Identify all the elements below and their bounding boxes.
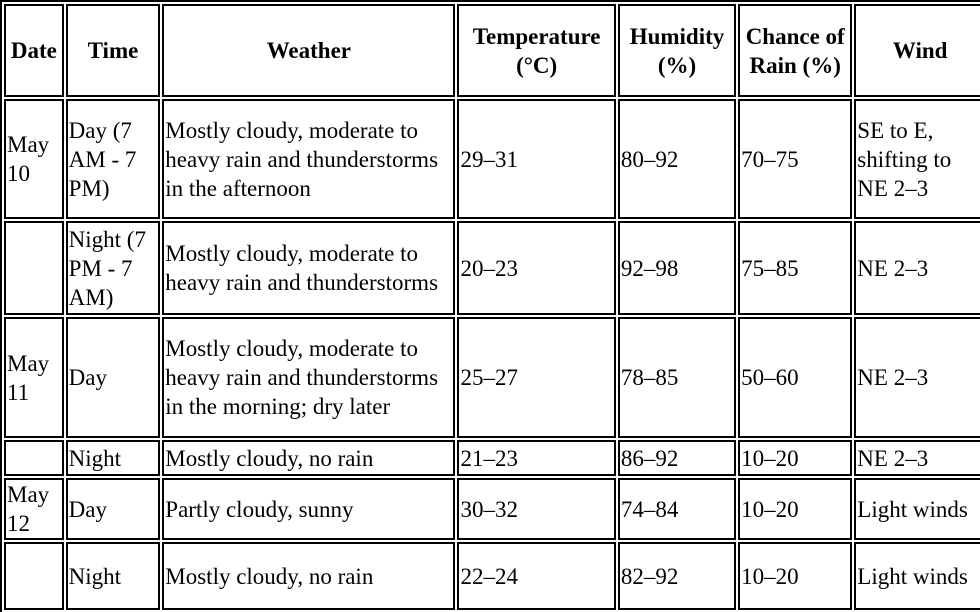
cell-date: May 11 xyxy=(4,317,64,438)
cell-temperature: 30–32 xyxy=(457,478,616,540)
table-row: May 11 Day Mostly cloudy, moderate to he… xyxy=(4,317,980,438)
cell-temperature: 20–23 xyxy=(457,221,616,315)
cell-wind: NE 2–3 xyxy=(854,440,980,476)
cell-date xyxy=(4,221,64,315)
cell-time: Night xyxy=(65,440,161,476)
table-row: May 12 Day Partly cloudy, sunny 30–32 74… xyxy=(4,478,980,540)
cell-date: May 10 xyxy=(4,99,64,219)
table-row: May 10 Day (7 AM - 7 PM) Mostly cloudy, … xyxy=(4,99,980,219)
cell-time: Day xyxy=(65,317,161,438)
cell-date xyxy=(4,440,64,476)
table-row: Night Mostly cloudy, no rain 21–23 86–92… xyxy=(4,440,980,476)
table-header-row: Date Time Weather Temperature (°C) Humid… xyxy=(4,4,980,97)
cell-chance-of-rain: 75–85 xyxy=(738,221,853,315)
cell-weather: Mostly cloudy, moderate to heavy rain an… xyxy=(162,99,456,219)
header-weather: Weather xyxy=(162,4,456,97)
cell-chance-of-rain: 10–20 xyxy=(738,478,853,540)
cell-temperature: 21–23 xyxy=(457,440,616,476)
header-humidity: Humidity (%) xyxy=(617,4,737,97)
cell-chance-of-rain: 10–20 xyxy=(738,542,853,610)
cell-temperature: 29–31 xyxy=(457,99,616,219)
cell-chance-of-rain: 50–60 xyxy=(738,317,853,438)
cell-humidity: 86–92 xyxy=(617,440,737,476)
cell-humidity: 92–98 xyxy=(617,221,737,315)
cell-date: May 12 xyxy=(4,478,64,540)
cell-humidity: 78–85 xyxy=(617,317,737,438)
cell-wind: Light winds xyxy=(854,478,980,540)
cell-temperature: 22–24 xyxy=(457,542,616,610)
cell-weather: Mostly cloudy, no rain xyxy=(162,542,456,610)
cell-humidity: 74–84 xyxy=(617,478,737,540)
cell-time: Night (7 PM - 7 AM) xyxy=(65,221,161,315)
cell-wind: NE 2–3 xyxy=(854,221,980,315)
cell-wind: Light winds xyxy=(854,542,980,610)
cell-chance-of-rain: 70–75 xyxy=(738,99,853,219)
header-temperature: Temperature (°C) xyxy=(457,4,616,97)
cell-wind: SE to E, shifting to NE 2–3 xyxy=(854,99,980,219)
header-wind: Wind xyxy=(854,4,980,97)
cell-chance-of-rain: 10–20 xyxy=(738,440,853,476)
table-row: Night (7 PM - 7 AM) Mostly cloudy, moder… xyxy=(4,221,980,315)
cell-time: Day (7 AM - 7 PM) xyxy=(65,99,161,219)
header-time: Time xyxy=(65,4,161,97)
cell-weather: Mostly cloudy, moderate to heavy rain an… xyxy=(162,221,456,315)
header-date: Date xyxy=(4,4,64,97)
header-chance-of-rain: Chance of Rain (%) xyxy=(738,4,853,97)
cell-wind: NE 2–3 xyxy=(854,317,980,438)
table-row: Night Mostly cloudy, no rain 22–24 82–92… xyxy=(4,542,980,610)
cell-time: Day xyxy=(65,478,161,540)
cell-weather: Mostly cloudy, no rain xyxy=(162,440,456,476)
cell-temperature: 25–27 xyxy=(457,317,616,438)
cell-date xyxy=(4,542,64,610)
cell-weather: Partly cloudy, sunny xyxy=(162,478,456,540)
cell-humidity: 80–92 xyxy=(617,99,737,219)
cell-humidity: 82–92 xyxy=(617,542,737,610)
cell-time: Night xyxy=(65,542,161,610)
cell-weather: Mostly cloudy, moderate to heavy rain an… xyxy=(162,317,456,438)
